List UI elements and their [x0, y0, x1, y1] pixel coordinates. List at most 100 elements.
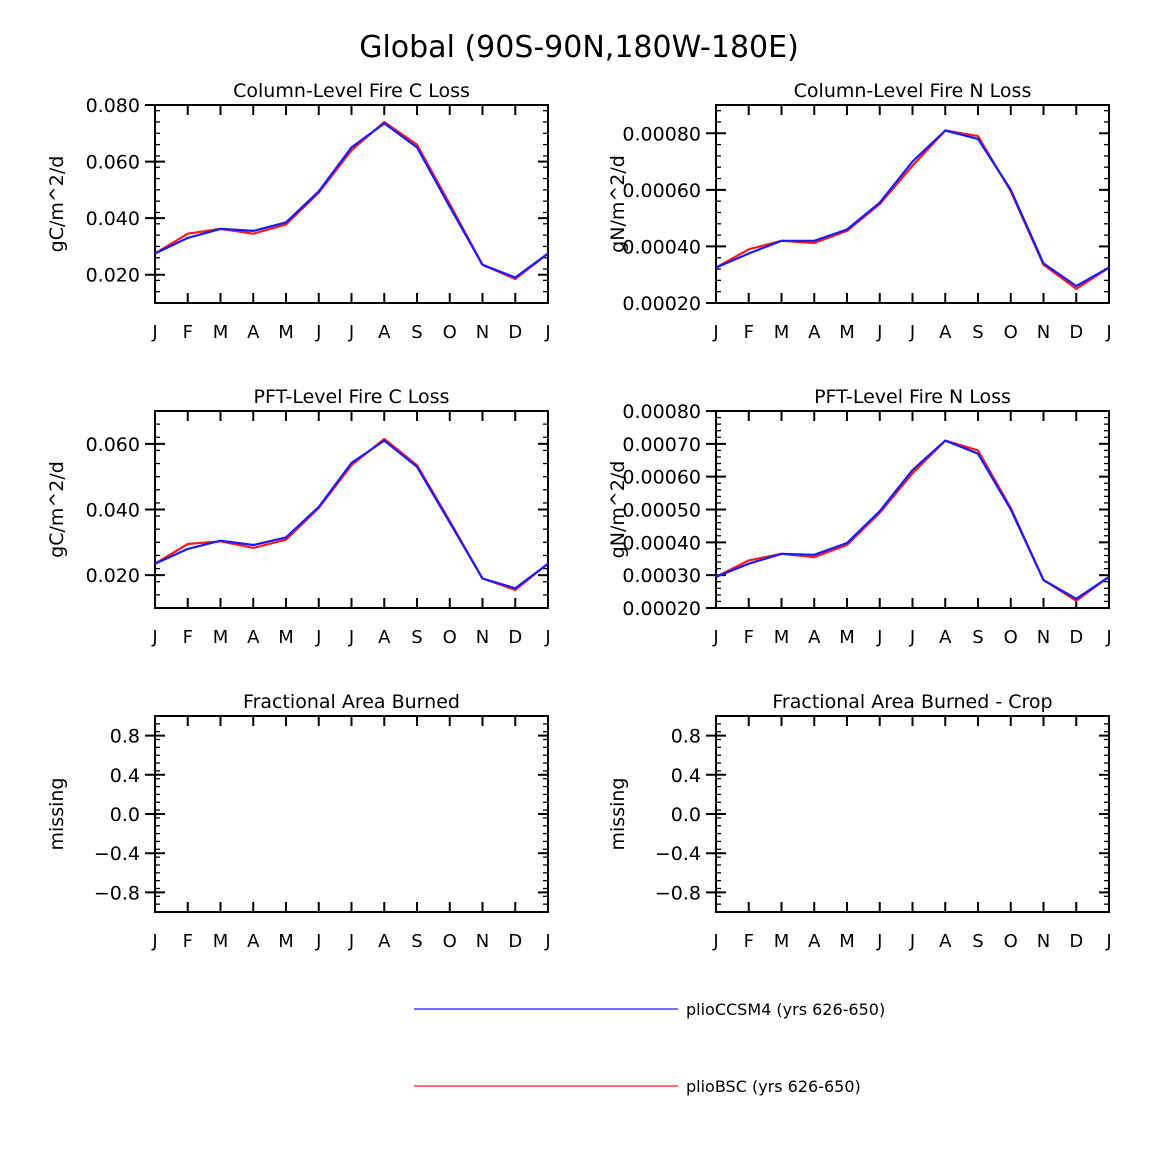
x-tick-label: M	[278, 322, 294, 343]
x-tick-label: N	[476, 931, 489, 952]
y-tick-label: 0.00080	[622, 123, 701, 145]
y-tick-label: 0.00080	[622, 401, 701, 423]
plot-frame	[715, 715, 1110, 913]
x-tick-label: J	[151, 322, 157, 343]
panel-title: Fractional Area Burned	[243, 691, 460, 713]
series-line-pliobsc	[715, 439, 1110, 602]
x-tick-label: F	[183, 322, 193, 343]
x-tick-label: S	[972, 931, 983, 952]
series-line-plioccsm4	[154, 439, 549, 590]
x-tick-label: M	[278, 627, 294, 648]
y-axis-label: gC/m^2/d	[46, 156, 68, 253]
legend-label: plioCCSM4 (yrs 626-650)	[686, 1000, 885, 1019]
x-tick-label: A	[808, 627, 821, 648]
x-tick-label: A	[247, 322, 260, 343]
y-tick-label: 0.00020	[622, 598, 701, 620]
panel-title: Column-Level Fire N Loss	[794, 80, 1032, 102]
x-tick-label: M	[213, 322, 229, 343]
y-tick-label: 0.080	[86, 95, 140, 117]
x-tick-label: J	[315, 322, 321, 343]
y-tick-label: 0.8	[671, 726, 701, 748]
y-tick-label: 0.00060	[622, 467, 701, 489]
x-tick-label: A	[378, 322, 391, 343]
x-tick-label: F	[183, 931, 193, 952]
series-line-plioccsm4	[154, 122, 549, 279]
panel-title: Column-Level Fire C Loss	[233, 80, 470, 102]
x-tick-label: N	[1037, 627, 1050, 648]
y-tick-label: 0.00040	[622, 532, 701, 554]
x-tick-label: M	[213, 931, 229, 952]
y-tick-label: 0.00040	[622, 236, 701, 258]
x-tick-label: J	[1105, 931, 1111, 952]
legend-label: plioBSC (yrs 626-650)	[686, 1077, 861, 1096]
y-tick-label: −0.8	[94, 882, 140, 904]
x-tick-label: S	[411, 627, 422, 648]
x-tick-label: N	[476, 322, 489, 343]
x-tick-label: J	[315, 931, 321, 952]
y-tick-label: −0.4	[655, 843, 701, 865]
y-tick-label: −0.8	[655, 882, 701, 904]
series-line-pliobsc	[154, 120, 549, 281]
x-tick-label: J	[544, 322, 550, 343]
legend: plioCCSM4 (yrs 626-650) plioBSC (yrs 626-…	[414, 1000, 885, 1096]
y-axis-label: gN/m^2/d	[607, 461, 629, 559]
x-tick-label: A	[378, 627, 391, 648]
x-tick-label: D	[1069, 627, 1083, 648]
x-tick-label: M	[839, 322, 855, 343]
x-tick-label: A	[378, 931, 391, 952]
x-tick-label: J	[876, 627, 882, 648]
plot-frame	[715, 410, 1110, 609]
series-line-pliobsc	[715, 129, 1110, 290]
plot-frame	[154, 715, 549, 913]
x-tick-label: J	[348, 627, 354, 648]
x-tick-label: O	[1004, 931, 1018, 952]
y-axis-label: gC/m^2/d	[46, 461, 68, 558]
panel-title: PFT-Level Fire C Loss	[254, 386, 450, 408]
x-tick-label: J	[544, 931, 550, 952]
y-axis-label: missing	[46, 778, 68, 851]
x-tick-label: D	[1069, 931, 1083, 952]
plot-frame	[154, 410, 549, 609]
x-tick-label: S	[972, 322, 983, 343]
y-tick-label: 0.040	[86, 500, 140, 522]
x-tick-label: S	[972, 627, 983, 648]
x-tick-label: F	[183, 627, 193, 648]
y-tick-label: 0.060	[86, 434, 140, 456]
panel-title: Fractional Area Burned - Crop	[772, 691, 1052, 713]
y-tick-label: 0.020	[86, 565, 140, 587]
x-tick-label: M	[213, 627, 229, 648]
y-tick-label: 0.060	[86, 152, 140, 174]
x-tick-label: J	[348, 322, 354, 343]
y-tick-label: 0.00060	[622, 180, 701, 202]
x-tick-label: J	[1105, 322, 1111, 343]
y-tick-label: 0.00020	[622, 293, 701, 315]
x-tick-label: A	[939, 322, 952, 343]
x-tick-label: J	[151, 931, 157, 952]
x-tick-label: J	[544, 627, 550, 648]
x-tick-label: J	[909, 627, 915, 648]
y-axis-label: gN/m^2/d	[607, 155, 629, 253]
x-tick-label: N	[476, 627, 489, 648]
x-tick-label: O	[443, 931, 457, 952]
x-tick-label: J	[348, 931, 354, 952]
y-tick-label: 0.4	[110, 765, 140, 787]
x-tick-label: A	[247, 931, 260, 952]
x-tick-label: A	[939, 931, 952, 952]
y-tick-label: 0.020	[86, 265, 140, 287]
x-tick-label: M	[278, 931, 294, 952]
x-tick-label: S	[411, 931, 422, 952]
x-tick-label: F	[744, 627, 754, 648]
y-tick-label: 0.8	[110, 726, 140, 748]
panel-title: PFT-Level Fire N Loss	[814, 386, 1011, 408]
x-tick-label: O	[1004, 627, 1018, 648]
x-tick-label: D	[508, 322, 522, 343]
x-tick-label: M	[839, 931, 855, 952]
x-tick-label: O	[443, 322, 457, 343]
x-tick-label: F	[744, 931, 754, 952]
